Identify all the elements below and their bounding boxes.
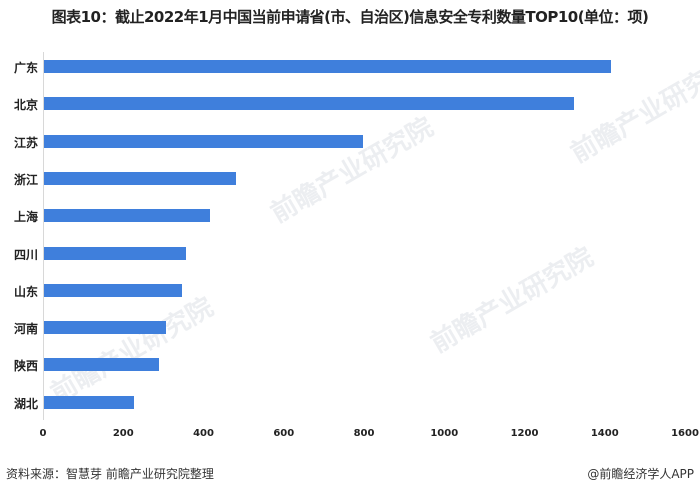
- x-tick-label: 600: [273, 428, 295, 439]
- bar-row: 北京: [0, 86, 700, 122]
- bar-row: 广东: [0, 49, 700, 85]
- category-label: 上海: [13, 210, 38, 225]
- x-tick-label: 1600: [671, 428, 699, 439]
- bar: [44, 283, 183, 297]
- bar: [44, 321, 166, 335]
- bar-row: 江苏: [0, 124, 700, 160]
- bar-row: 四川: [0, 236, 700, 272]
- category-label: 广东: [13, 61, 38, 75]
- bar: [44, 209, 211, 223]
- source-note: 资料来源：智慧芽 前瞻产业研究院整理: [6, 467, 214, 481]
- x-tick-label: 800: [353, 428, 375, 439]
- bar: [44, 358, 160, 372]
- bar: [44, 395, 134, 409]
- x-tick-label: 200: [112, 428, 134, 439]
- category-label: 江苏: [13, 135, 38, 150]
- category-label: 河南: [13, 322, 38, 337]
- bar: [44, 134, 363, 148]
- category-label: 浙江: [13, 172, 38, 187]
- x-tick-label: 1200: [510, 428, 539, 439]
- bar: [44, 60, 612, 73]
- y-axis-line: [43, 52, 44, 420]
- bar-row: 浙江: [0, 161, 700, 197]
- bar-row: 湖北: [0, 385, 700, 421]
- category-label: 湖北: [13, 396, 38, 411]
- category-label: 山东: [13, 284, 38, 299]
- category-label: 北京: [13, 98, 38, 113]
- bar-row: 陕西: [0, 347, 700, 383]
- x-tick-label: 400: [193, 428, 214, 439]
- chart-title: 图表10：截止2022年1月中国当前申请省(市、自治区)信息安全专利数量TOP1…: [51, 8, 649, 26]
- bar: [44, 171, 236, 185]
- bar-row: 河南: [0, 310, 700, 346]
- bar-row: 山东: [0, 273, 700, 309]
- x-tick-label: 1000: [430, 428, 459, 439]
- x-tick-label: 1400: [590, 428, 619, 439]
- bar: [44, 97, 575, 111]
- category-label: 陕西: [13, 359, 38, 374]
- bar: [44, 246, 187, 260]
- x-tick-label: 0: [39, 428, 47, 439]
- category-label: 四川: [13, 247, 38, 262]
- x-axis-ticks: 0 200 400 600 800 1000 1200 1400 1600: [0, 428, 700, 444]
- bar-row: 上海: [0, 198, 700, 234]
- credit-note: @前瞻经济学人APP: [587, 467, 694, 481]
